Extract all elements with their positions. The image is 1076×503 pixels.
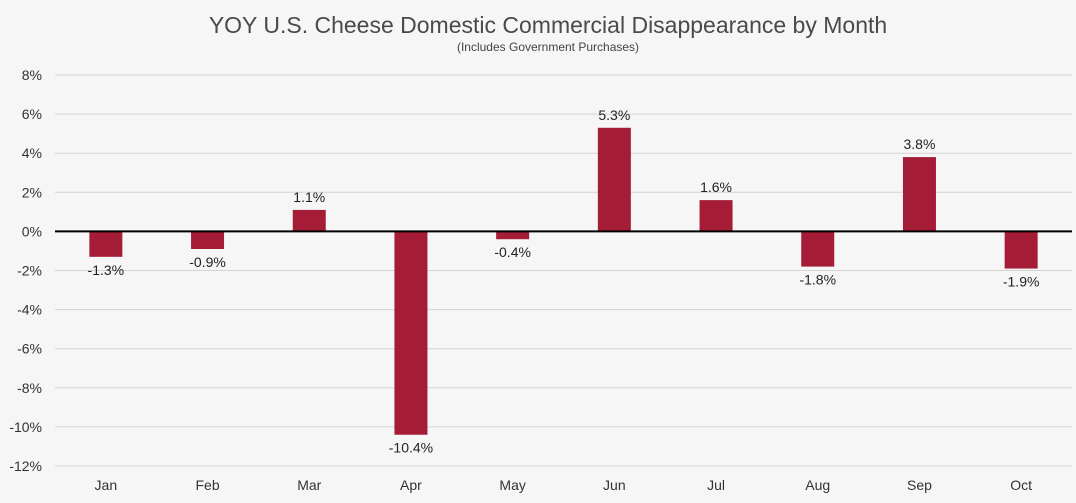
gridlines — [55, 74, 1072, 467]
y-tick-label: -8% — [17, 380, 42, 396]
data-label: 5.3% — [598, 107, 630, 123]
data-label: -1.9% — [1003, 274, 1040, 290]
x-tick-label: Apr — [400, 477, 422, 493]
x-tick-label: Sep — [907, 477, 932, 493]
bar-jun — [597, 127, 631, 232]
x-axis-categories: Jan Feb Mar Apr May Jun Jul Aug Sep Oct — [95, 477, 1033, 493]
x-tick-label: Jul — [707, 477, 725, 493]
data-label: 1.1% — [293, 189, 325, 205]
x-tick-label: Jan — [95, 477, 118, 493]
y-tick-label: -4% — [17, 302, 42, 318]
data-labels: -1.3% -0.9% 1.1% -10.4% -0.4% 5.3% 1.6% -1.8% 3.… — [88, 107, 1040, 456]
y-tick-label: -2% — [17, 263, 42, 279]
y-tick-label: 6% — [22, 106, 42, 122]
bar-oct — [1004, 231, 1038, 269]
data-label: -0.9% — [189, 254, 226, 270]
x-tick-label: Mar — [297, 477, 321, 493]
data-label: 3.8% — [903, 136, 935, 152]
data-label: -10.4% — [389, 440, 433, 456]
y-tick-label: -6% — [17, 341, 42, 357]
y-tick-label: 2% — [22, 184, 42, 200]
y-tick-label: -10% — [9, 419, 42, 435]
bar-jan — [89, 231, 123, 257]
y-tick-label: 4% — [22, 145, 42, 161]
bar-jul — [699, 200, 733, 232]
data-label: -1.8% — [799, 272, 836, 288]
chart-title: YOY U.S. Cheese Domestic Commercial Disa… — [209, 12, 887, 38]
x-tick-label: May — [499, 477, 525, 493]
bar-apr — [394, 231, 428, 435]
bar-aug — [801, 231, 835, 267]
bar-may — [496, 231, 530, 240]
y-axis-ticks: 8% 6% 4% 2% 0% -2% -4% -6% -8% -10% -12% — [9, 67, 42, 474]
bar-mar — [292, 209, 326, 232]
y-tick-label: 8% — [22, 67, 42, 83]
bars — [89, 127, 1038, 435]
data-label: -0.4% — [494, 244, 531, 260]
bar-feb — [191, 231, 225, 249]
y-tick-label: -12% — [9, 458, 42, 474]
y-tick-label: 0% — [22, 223, 42, 239]
x-tick-label: Aug — [805, 477, 830, 493]
bar-sep — [902, 157, 936, 232]
data-label: -1.3% — [88, 262, 125, 278]
x-tick-label: Oct — [1010, 477, 1032, 493]
x-tick-label: Feb — [195, 477, 219, 493]
x-tick-label: Jun — [603, 477, 626, 493]
data-label: 1.6% — [700, 179, 732, 195]
chart-subtitle: (Includes Government Purchases) — [457, 40, 639, 54]
